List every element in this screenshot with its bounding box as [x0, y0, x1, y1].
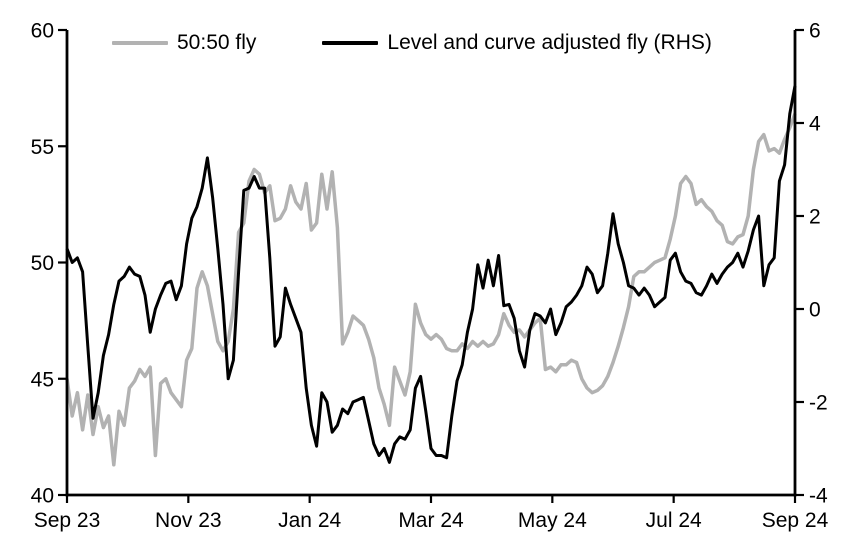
legend-line-sample-gray	[112, 41, 168, 45]
series-line-5050-fly	[65, 113, 797, 467]
y-axis-left-tick-label: 40	[31, 485, 54, 508]
chart-legend: 50:50 fly Level and curve adjusted fly (…	[112, 31, 712, 55]
y-axis-right-tick-label: 4	[809, 113, 821, 136]
x-axis-tick-label: Jan 24	[278, 509, 341, 532]
series-line-level-curve-adjusted-fly	[65, 85, 797, 464]
x-axis-tick-label: May 24	[518, 509, 587, 532]
legend-label-level-curve-adjusted-fly: Level and curve adjusted fly (RHS)	[387, 31, 712, 54]
y-axis-right-tick-label: -2	[809, 392, 828, 415]
legend-item-level-curve-adjusted-fly: Level and curve adjusted fly (RHS)	[322, 31, 712, 55]
y-axis-right-tick-label: -4	[809, 485, 828, 508]
y-axis-left-tick-label: 45	[31, 368, 54, 391]
x-axis-tick-label: Nov 23	[155, 509, 222, 532]
y-axis-left-tick-label: 60	[31, 20, 54, 43]
x-axis-tick-label: Jul 24	[646, 509, 702, 532]
legend-item-5050-fly: 50:50 fly	[112, 31, 256, 55]
legend-label-5050-fly: 50:50 fly	[177, 31, 257, 54]
y-axis-left-tick-label: 50	[31, 252, 54, 275]
legend-line-sample-black	[322, 41, 379, 45]
x-axis-tick-label: Sep 23	[34, 509, 101, 532]
y-axis-right-tick-label: 2	[809, 206, 821, 229]
y-axis-right-tick-label: 6	[809, 20, 821, 43]
x-axis-tick-label: Mar 24	[398, 509, 464, 532]
y-axis-right-tick-label: 0	[809, 299, 821, 322]
y-axis-left-tick-label: 55	[31, 136, 54, 159]
x-axis-tick-label: Sep 24	[762, 509, 829, 532]
